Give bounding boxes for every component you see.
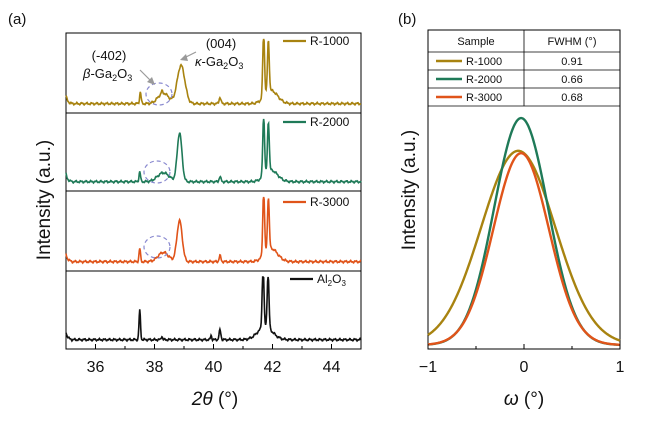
panel-b-tick-label-1: 0 (520, 359, 529, 376)
annotation-arrows (139, 51, 197, 85)
beta-phase-label: β-Ga2O3 (82, 66, 132, 83)
panel-b-ylabel: Intensity (a.u.) (399, 130, 420, 250)
panel-b-xlabel: ω (°) (504, 389, 544, 410)
table-cell-fwhm-r2000: 0.66 (561, 74, 582, 86)
panel-a-tick-label-38: 38 (146, 359, 164, 376)
panel-a-legends: R-1000 R-2000 R-3000 Al2O3 (283, 34, 350, 288)
kappa-arrow-head (180, 54, 188, 61)
panel-a-tick-label-42: 42 (264, 359, 282, 376)
panel-b-tick-label-0: −1 (419, 359, 437, 376)
panel-b: (b) Intensity (a.u.) Sample FWHM (°) R-1… (398, 11, 625, 410)
legend-label-r1000: R-1000 (310, 34, 350, 48)
legend-label-r2000: R-2000 (310, 115, 350, 129)
beta-miller-label: (-402) (92, 48, 127, 63)
panel-a-xlabel: 2θ (°) (191, 389, 238, 410)
panel-b-curves (427, 116, 621, 346)
table-cell-sample-r2000: R-2000 (466, 74, 502, 86)
panel-a-tick-label-36: 36 (87, 359, 105, 376)
beta-peak-circle-2 (143, 160, 171, 184)
legend-label-al2o3: Al2O3 (317, 272, 346, 288)
panel-a-tick-label-40: 40 (205, 359, 223, 376)
legend-label-r3000: R-3000 (310, 195, 350, 209)
kappa-phase-label: κ-Ga2O3 (195, 54, 243, 71)
xrd-curve-r1000 (65, 38, 362, 107)
panel-a-ylabel: Intensity (a.u.) (34, 140, 55, 260)
panel-b-x-ticks: −1 0 1 (419, 344, 625, 376)
xrd-curve-r3000 (65, 196, 362, 265)
xrd-curve-al2o3 (65, 276, 362, 343)
xrd-curve-r2000 (65, 118, 362, 185)
panel-b-tick-label-2: 1 (616, 359, 625, 376)
rocking-curve-r1000 (427, 149, 621, 342)
table-header-fwhm: FWHM (°) (548, 36, 597, 48)
table-header-sample: Sample (457, 36, 494, 48)
table-cell-sample-r3000: R-3000 (466, 92, 502, 104)
panel-a: (a) Intensity (a.u.) (-402) β-Ga2O3 (004… (8, 11, 362, 410)
panel-a-x-ticks: 36 38 40 42 44 (65, 344, 362, 376)
panel-a-label: (a) (8, 11, 26, 28)
table-cell-fwhm-r3000: 0.68 (561, 92, 582, 104)
beta-peak-circle-3 (143, 235, 171, 259)
panel-a-curves (65, 38, 362, 343)
table-cell-fwhm-r1000: 0.91 (561, 56, 582, 68)
rocking-curve-r3000 (427, 152, 621, 346)
fwhm-table: Sample FWHM (°) R-1000 0.91 R-2000 0.66 … (428, 30, 620, 107)
panel-b-label: (b) (398, 11, 416, 28)
beta-arrow-head (147, 77, 155, 85)
beta-peak-circle-1 (145, 82, 173, 106)
table-cell-sample-r1000: R-1000 (466, 56, 502, 68)
kappa-miller-label: (004) (206, 36, 236, 51)
panel-a-tick-label-44: 44 (323, 359, 341, 376)
